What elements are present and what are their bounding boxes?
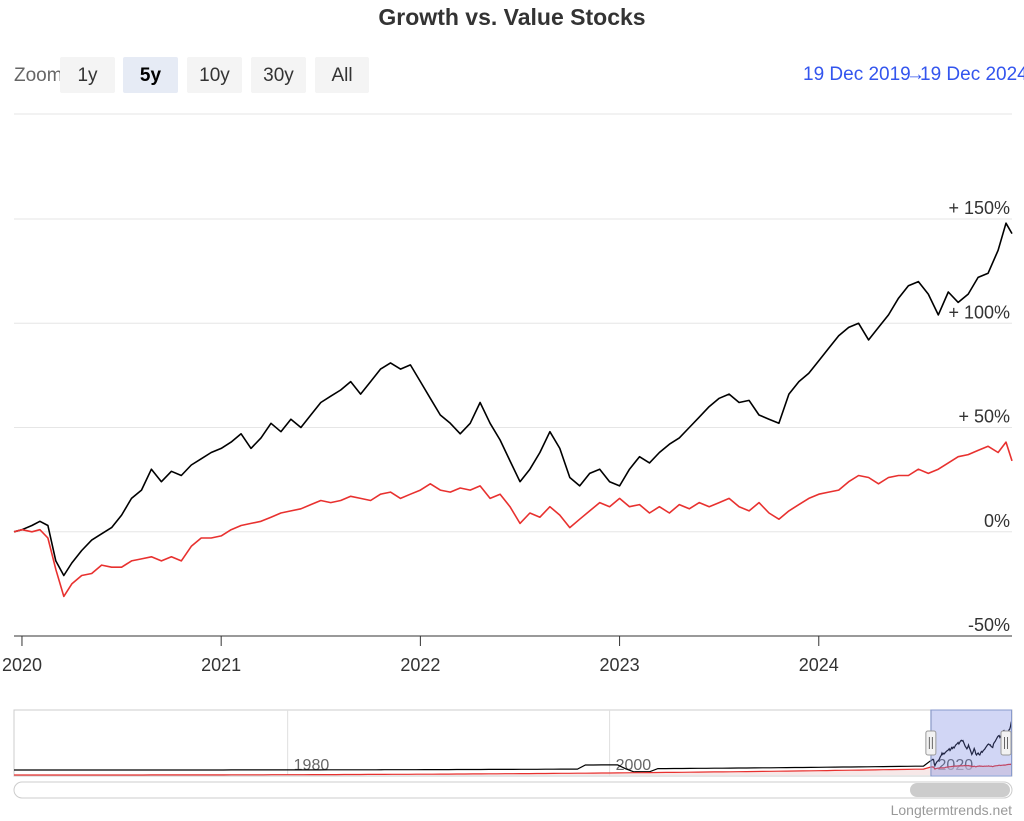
range-separator: → bbox=[906, 64, 925, 85]
zoom-button-label: All bbox=[331, 65, 352, 86]
x-tick-label: 2023 bbox=[600, 655, 640, 675]
zoom-button-All[interactable]: All bbox=[315, 57, 369, 93]
x-tick-label: 2021 bbox=[201, 655, 241, 675]
x-tick-label: 2022 bbox=[400, 655, 440, 675]
y-tick-label: + 100% bbox=[948, 302, 1010, 322]
y-tick-label: 0% bbox=[984, 511, 1010, 531]
grid-lines bbox=[14, 218, 1012, 533]
y-axis-labels: + 150% + 100% + 50% 0% -50% bbox=[948, 198, 1010, 635]
navigator-selection[interactable] bbox=[930, 709, 1013, 777]
zoom-label: Zoom bbox=[14, 65, 63, 86]
navigator-handle-right[interactable] bbox=[1000, 730, 1012, 756]
range-selector: Zoom 1y 5y 10y 30y All bbox=[14, 57, 369, 93]
x-tick-label: 2024 bbox=[799, 655, 839, 675]
zoom-button-10y[interactable]: 10y bbox=[187, 57, 242, 93]
zoom-buttons: 1y 5y 10y 30y All bbox=[60, 57, 369, 93]
zoom-button-label: 30y bbox=[263, 65, 294, 86]
range-from[interactable]: 19 Dec 2019 bbox=[803, 64, 911, 85]
x-tick-label: 2020 bbox=[2, 655, 42, 675]
zoom-button-1y[interactable]: 1y bbox=[60, 57, 115, 93]
zoom-button-5y[interactable]: 5y bbox=[123, 57, 178, 93]
navigator-label: 1980 bbox=[294, 757, 330, 774]
range-to[interactable]: 19 Dec 2024 bbox=[920, 64, 1024, 85]
y-tick-label: + 150% bbox=[948, 198, 1010, 218]
zoom-button-label: 10y bbox=[199, 65, 230, 86]
navigator-label: 2000 bbox=[616, 757, 652, 774]
navigator-growth-line bbox=[14, 721, 1013, 773]
navigator-value-line bbox=[14, 763, 1012, 776]
x-axis-ticks: 2020 2021 2022 2023 2024 bbox=[2, 636, 839, 675]
navigator-handle-left[interactable] bbox=[925, 730, 937, 756]
zoom-button-label: 5y bbox=[140, 65, 162, 86]
scrollbar-track[interactable] bbox=[13, 781, 1013, 799]
credit-label[interactable]: Longtermtrends.net bbox=[891, 802, 1013, 818]
scrollbar[interactable] bbox=[13, 781, 1013, 799]
navigator-area bbox=[14, 764, 1012, 775]
zoom-button-label: 1y bbox=[77, 65, 98, 86]
y-tick-label: -50% bbox=[968, 615, 1010, 635]
y-tick-label: + 50% bbox=[958, 407, 1010, 427]
series-group bbox=[13, 222, 1013, 598]
zoom-button-30y[interactable]: 30y bbox=[251, 57, 306, 93]
chart-title: Growth vs. Value Stocks bbox=[378, 4, 645, 30]
series-value-line[interactable] bbox=[13, 441, 1013, 598]
navigator[interactable]: 1980 2000 2020 bbox=[13, 709, 1013, 777]
scrollbar-thumb[interactable] bbox=[910, 783, 1010, 797]
navigator-frame bbox=[13, 709, 1013, 777]
date-range: 19 Dec 2019 → 19 Dec 2024 bbox=[803, 64, 1024, 85]
series-growth-line[interactable] bbox=[13, 222, 1013, 577]
